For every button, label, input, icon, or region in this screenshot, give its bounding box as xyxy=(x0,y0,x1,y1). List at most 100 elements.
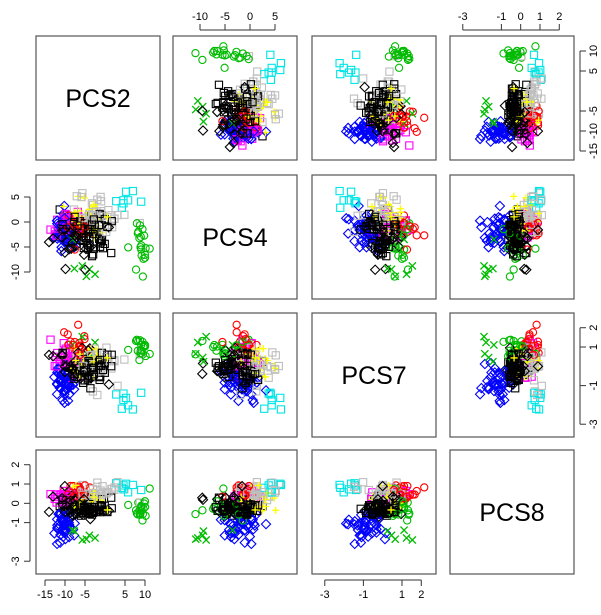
panel-frame-PCS7-vs-PCS2 xyxy=(35,312,161,438)
data-point-circle xyxy=(74,320,83,329)
data-point-circle xyxy=(63,330,72,339)
data-point-diamond xyxy=(474,388,486,400)
data-point-square xyxy=(514,375,523,385)
panel-points-PCS4-vs-PCS2 xyxy=(43,186,154,281)
data-point-diamond xyxy=(236,480,248,492)
data-point-square xyxy=(79,243,88,253)
data-point-square xyxy=(506,114,515,123)
data-point-square xyxy=(530,387,540,396)
data-point-circle xyxy=(524,334,533,344)
tick-label-top-PCS8: 0 xyxy=(518,11,524,23)
data-point-plus xyxy=(387,84,395,93)
data-point-square xyxy=(529,91,538,100)
data-point-square xyxy=(537,195,546,204)
data-point-cross xyxy=(90,533,100,543)
data-point-diamond xyxy=(361,525,373,536)
data-point-diamond xyxy=(371,247,383,258)
data-point-circle xyxy=(141,351,150,361)
data-point-circle xyxy=(145,244,154,253)
data-point-diamond xyxy=(80,243,92,255)
data-point-square xyxy=(96,361,106,370)
data-point-square xyxy=(238,101,247,110)
data-point-square xyxy=(392,225,401,234)
data-point-square xyxy=(529,376,539,385)
data-point-square xyxy=(530,68,539,77)
data-point-square xyxy=(238,384,247,393)
data-point-circle xyxy=(405,107,415,116)
tick-label-right-PCS7: -1 xyxy=(588,381,600,391)
data-point-diamond xyxy=(228,533,240,545)
data-point-square xyxy=(247,100,256,109)
data-point-circle xyxy=(139,254,148,263)
data-point-plus xyxy=(527,201,535,209)
data-point-square xyxy=(89,508,98,517)
data-point-diamond xyxy=(59,397,70,409)
data-point-diamond xyxy=(103,378,115,390)
data-point-diamond xyxy=(66,489,78,501)
tick-label-left-PCS8: 1 xyxy=(10,481,22,487)
data-point-plus xyxy=(103,506,112,514)
data-point-square xyxy=(391,129,400,138)
data-point-circle xyxy=(131,506,141,515)
data-point-square xyxy=(79,365,88,375)
data-point-circle xyxy=(397,254,407,263)
data-point-square xyxy=(534,59,544,68)
diagonal-panel-PCS8 xyxy=(449,449,575,575)
tick-label-right-PCS2: -10 xyxy=(588,123,600,139)
data-point-square xyxy=(512,97,522,107)
data-point-diamond xyxy=(260,126,272,138)
data-point-square xyxy=(519,210,528,220)
data-point-square xyxy=(390,222,399,232)
data-point-square xyxy=(87,210,97,220)
data-point-cross xyxy=(70,527,79,536)
data-point-diamond xyxy=(59,234,71,246)
data-point-plus xyxy=(72,481,80,490)
data-point-square xyxy=(378,80,387,89)
data-point-square xyxy=(276,405,286,414)
data-point-circle xyxy=(140,250,150,259)
data-point-square xyxy=(123,488,133,497)
data-point-square xyxy=(526,85,535,94)
data-point-diamond xyxy=(506,125,518,137)
data-point-square xyxy=(238,103,248,113)
data-point-diamond xyxy=(359,81,371,93)
data-point-plus xyxy=(510,84,518,93)
data-point-diamond xyxy=(490,133,502,145)
data-point-circle xyxy=(399,118,409,127)
tick-label-left-PCS4: 5 xyxy=(10,194,22,200)
data-point-cross xyxy=(78,261,87,270)
panel-frame-PCS4-vs-PCS8 xyxy=(449,174,575,300)
data-point-square xyxy=(96,486,105,495)
tick-label-right-PCS7: -3 xyxy=(588,419,600,429)
data-point-diamond xyxy=(487,232,498,243)
data-point-diamond xyxy=(486,125,497,137)
data-point-cross xyxy=(488,264,497,273)
data-point-cross xyxy=(484,102,493,111)
data-point-diamond xyxy=(361,128,373,139)
data-point-diamond xyxy=(372,106,384,118)
data-point-square xyxy=(211,99,220,109)
data-point-circle xyxy=(198,336,207,346)
data-point-square xyxy=(70,212,79,222)
data-point-cross xyxy=(481,338,491,347)
data-point-square xyxy=(213,363,222,373)
panel-frame-PCS7-vs-PCS8 xyxy=(449,312,575,438)
data-point-plus xyxy=(521,202,529,211)
data-point-square xyxy=(252,359,262,369)
data-point-square xyxy=(380,210,390,220)
data-point-square xyxy=(370,215,379,224)
data-point-diamond xyxy=(67,497,79,509)
data-point-square xyxy=(512,215,522,224)
data-point-square xyxy=(119,485,128,494)
data-point-square xyxy=(102,489,111,498)
data-point-square xyxy=(107,216,116,226)
data-point-square xyxy=(250,369,260,378)
data-point-diamond xyxy=(343,213,355,225)
data-point-square xyxy=(77,192,86,202)
tick-label-left-PCS8: 0 xyxy=(10,500,22,506)
data-point-plus xyxy=(534,116,543,124)
data-point-square xyxy=(211,358,220,367)
data-point-square xyxy=(367,509,377,518)
data-point-square xyxy=(240,79,249,88)
data-point-diamond xyxy=(51,379,63,390)
